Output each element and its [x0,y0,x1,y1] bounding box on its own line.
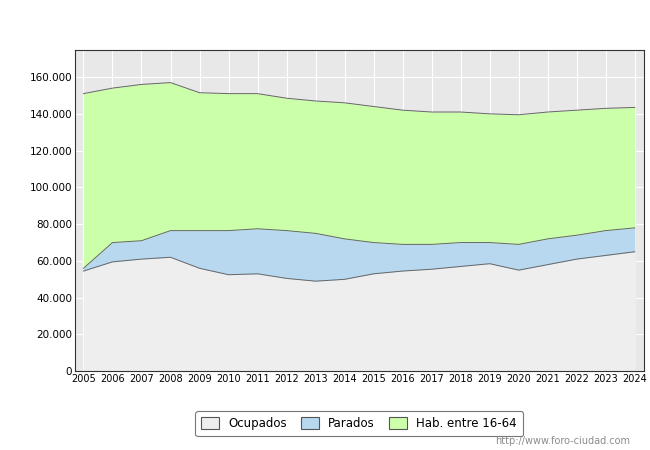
Text: http://www.foro-ciudad.com: http://www.foro-ciudad.com [495,436,630,446]
Legend: Ocupados, Parados, Hab. entre 16-64: Ocupados, Parados, Hab. entre 16-64 [196,411,523,436]
Text: Badalona - Evolucion de la poblacion en edad de Trabajar Mayo de 2024: Badalona - Evolucion de la poblacion en … [73,14,577,28]
